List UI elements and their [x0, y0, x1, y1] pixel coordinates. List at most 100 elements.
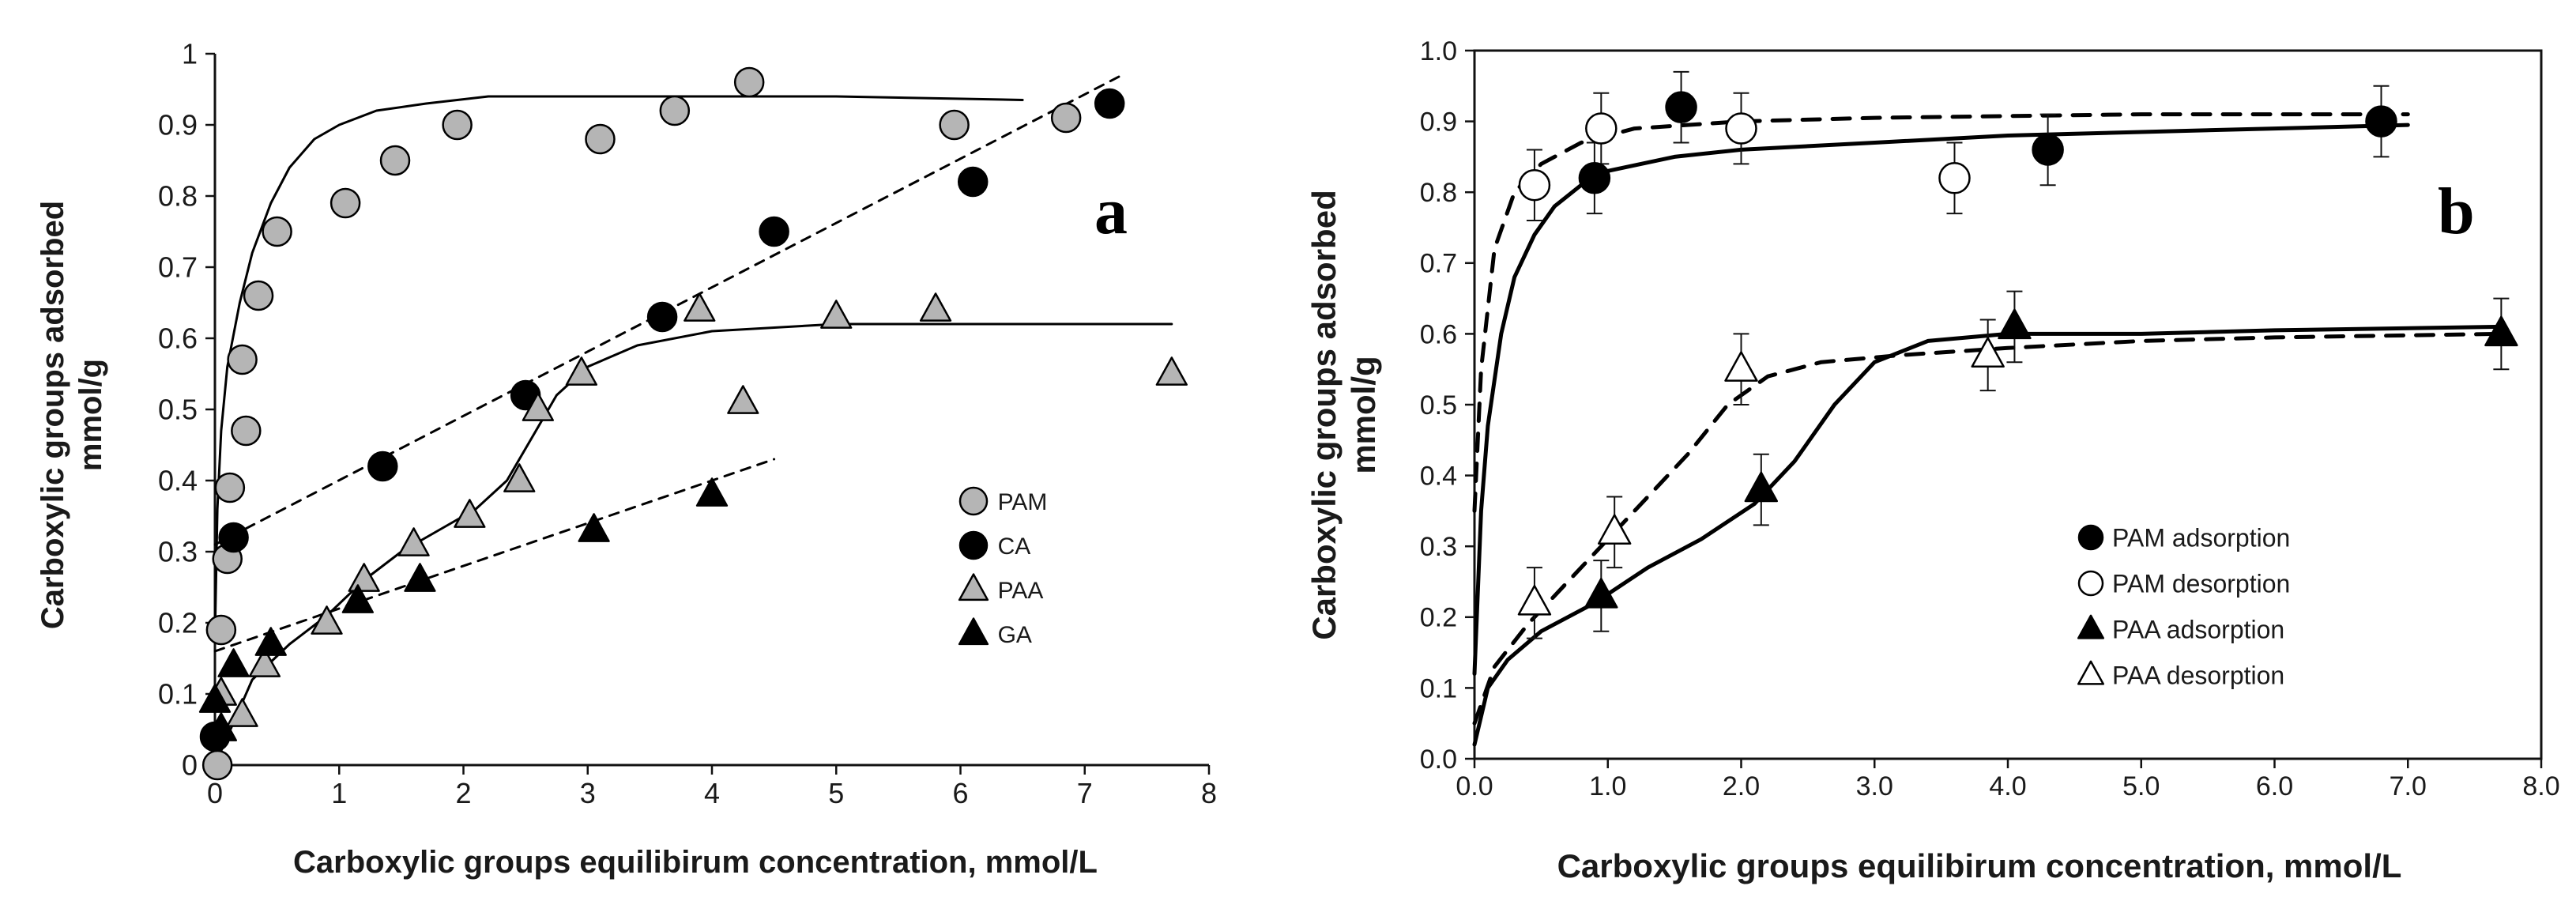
panel-b-y-tick-label: 0.0 [1420, 745, 1457, 775]
panel-a-point-ga [217, 648, 250, 677]
panel-a-x-tick-label: 2 [455, 777, 471, 809]
panel-b-legend: PAM adsorption PAM desorption PAA adsorpti… [2077, 524, 2290, 690]
panel-a-x-tick-label: 4 [704, 777, 720, 809]
panel-b-y-axis-title-line2: mmol/g [1345, 356, 1382, 473]
panel-b-point-pam-desorption [1725, 112, 1757, 145]
chart-panel-a: 0 1 2 3 4 5 6 7 8 0 0.1 0.2 0.3 0.4 0.5 0.6 0.7 0.8 0.9 1 a… [36, 38, 1217, 880]
panel-b-letter: b [2438, 175, 2475, 248]
panel-a-x-tick-label: 8 [1201, 777, 1217, 809]
panel-a-point-pam [243, 280, 274, 311]
panel-a-y-tick-label: 0.5 [158, 394, 198, 426]
panel-a-legend-marker-paa [958, 573, 989, 601]
panel-b-x-tick-label: 2.0 [1723, 771, 1760, 801]
panel-a-point-ga [341, 584, 374, 613]
panel-b-axes [1465, 49, 2543, 768]
panel-b-legend-label-pam-desorption: PAM desorption [2112, 570, 2290, 598]
panel-a-legend-marker-pam [958, 486, 989, 516]
panel-b-tick-labels: 0.0 1.0 2.0 3.0 4.0 5.0 6.0 7.0 8.0 0.0 0.1 0.2 0.3 0… [1420, 36, 2560, 801]
panel-b-legend-marker-paa-desorption [2077, 660, 2104, 685]
panel-b-point-paa-adsorption [1998, 308, 2032, 340]
panel-b-legend-marker-paa-adsorption [2077, 614, 2104, 639]
panel-a-letter: a [1094, 175, 1128, 248]
panel-a-legend-marker-ca [958, 530, 989, 560]
panel-b-y-tick-label: 0.5 [1420, 390, 1457, 420]
panel-a-point-ca [218, 522, 249, 553]
panel-a-point-paa [684, 292, 716, 322]
panel-a-point-paa [522, 392, 554, 421]
panel-b-fit-line-paa-adsorption [1472, 324, 2503, 747]
panel-a-point-pam [262, 216, 292, 247]
panel-a-fit-line-paa [213, 322, 1173, 767]
panel-b-point-paa-adsorption [1584, 578, 1618, 609]
panel-b-point-pam-desorption [1938, 162, 1971, 194]
panel-a-point-pam [227, 344, 258, 375]
panel-b-point-paa-adsorption [1744, 471, 1779, 503]
panel-b-point-paa-desorption [1971, 337, 2005, 368]
panel-a-point-paa [248, 648, 281, 677]
panel-b-point-pam-adsorption [1578, 162, 1611, 194]
panel-a-point-pam [231, 415, 262, 447]
panel-a-x-axis-title: Carboxylic groups equilibirum concentrat… [293, 845, 1098, 880]
panel-b-y-tick-label: 0.8 [1420, 178, 1457, 208]
panel-a-markers [198, 66, 1188, 781]
panel-a-x-tick-label: 5 [828, 777, 844, 809]
panel-b-legend-marker-pam-adsorption [2077, 524, 2104, 551]
panel-a-y-tick-label: 0.4 [158, 465, 198, 497]
panel-a-point-ca [1094, 88, 1125, 119]
panel-a-x-tick-label: 6 [952, 777, 968, 809]
panel-a-point-paa [727, 385, 759, 414]
panel-a-point-pam [330, 187, 361, 219]
panel-b-y-axis-title-line1: Carboxylic groups adsorbed [1305, 190, 1343, 639]
panel-b-legend-label-pam-adsorption: PAM adsorption [2112, 524, 2290, 552]
panel-a-point-pam [201, 749, 233, 781]
panel-a-legend-label-ca: CA [998, 534, 1031, 560]
panel-a-y-tick-label: 0.6 [158, 322, 198, 355]
panel-a-y-tick-label: 0.2 [158, 607, 198, 639]
panel-a-point-ca [759, 216, 789, 247]
panel-b-x-tick-label: 1.0 [1589, 771, 1626, 801]
panel-b-x-axis-title: Carboxylic groups equilibirum concentrat… [1557, 847, 2402, 884]
panel-a-x-tick-label: 3 [580, 777, 596, 809]
panel-a-point-pam [442, 109, 473, 141]
panel-a-point-ga [205, 712, 238, 741]
panel-b-fit-line-pam-desorption [1472, 112, 2410, 513]
panel-a-point-ga [404, 563, 436, 592]
panel-b-x-tick-label: 8.0 [2522, 771, 2559, 801]
panel-b-x-tick-label: 3.0 [1856, 771, 1893, 801]
panel-a-point-paa [565, 356, 598, 386]
panel-a-y-tick-label: 1 [182, 38, 198, 70]
panel-b-x-tick-label: 7.0 [2390, 771, 2427, 801]
panel-b-y-tick-label: 0.4 [1420, 462, 1457, 492]
panel-b-y-tick-label: 1.0 [1420, 36, 1457, 66]
panel-b-point-paa-adsorption [2484, 315, 2518, 347]
panel-b-point-paa-desorption [1517, 584, 1552, 616]
panel-a-fit-line-pam [213, 95, 1024, 639]
panel-b-y-tick-label: 0.1 [1420, 673, 1457, 703]
panel-b-point-pam-adsorption [2032, 134, 2064, 166]
panel-a-point-paa [919, 292, 952, 322]
panel-a-point-ca [367, 451, 398, 482]
panel-a-x-tick-label: 7 [1077, 777, 1093, 809]
panel-a-legend-label-pam: PAM [998, 489, 1048, 515]
panel-b-markers [1517, 91, 2518, 616]
panel-a-point-paa [503, 463, 536, 492]
panel-b-legend-label-paa-adsorption: PAA adsorption [2112, 616, 2284, 644]
panel-b-point-pam-desorption [1585, 112, 1618, 145]
panel-a-y-axis-title-line2: mmol/g [73, 359, 108, 471]
panel-a-y-tick-label: 0.3 [158, 536, 198, 568]
panel-a-y-tick-label: 0.8 [158, 180, 198, 213]
panel-a-point-ca [957, 166, 989, 198]
panel-b-point-pam-desorption [1518, 168, 1551, 202]
panel-b-y-tick-label: 0.2 [1420, 603, 1457, 633]
panel-b-y-tick-label: 0.9 [1420, 107, 1457, 138]
panel-a-legend-label-paa: PAA [998, 578, 1044, 604]
panel-b-legend-label-paa-desorption: PAA desorption [2112, 662, 2284, 690]
panel-a-fit-line-ga [213, 458, 776, 653]
chart-panel-b: 0.0 1.0 2.0 3.0 4.0 5.0 6.0 7.0 8.0 0.0 0.1 0.2 0.3 0… [1305, 36, 2560, 884]
panel-a-x-tick-label: 1 [331, 777, 347, 809]
panel-b-y-tick-label: 0.6 [1420, 319, 1457, 349]
panel-a-point-paa [311, 605, 343, 635]
panel-b-legend-marker-pam-desorption [2077, 570, 2104, 597]
panel-b-point-pam-adsorption [1665, 91, 1697, 123]
